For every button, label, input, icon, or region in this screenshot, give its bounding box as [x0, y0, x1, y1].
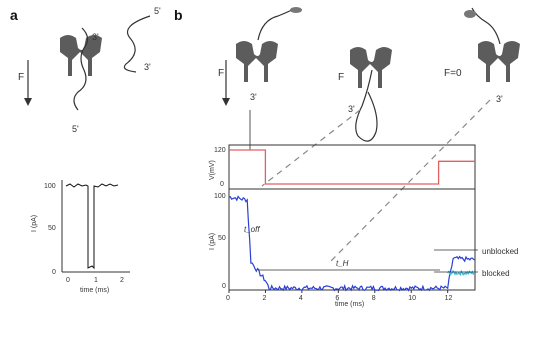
panel-a-ytick-0: 0 — [52, 269, 56, 276]
panel-a-xlabel: time (ms) — [80, 287, 109, 294]
panel-a-xtick-0: 0 — [66, 277, 70, 284]
voltage-plot: V(mV) 120 0 — [209, 144, 476, 190]
thold-annotation: t_H — [336, 259, 349, 268]
current-ytick-0: 0 — [222, 283, 226, 290]
xtick-label: 12 — [445, 295, 453, 302]
xtick-label: 2 — [262, 295, 266, 302]
voltage-ytick-120: 120 — [214, 147, 226, 154]
voltage-trace — [229, 149, 475, 185]
panel-b-pore-states: F 3' F 3' F=0 3' — [218, 7, 520, 263]
state-2-strand — [355, 69, 378, 142]
panel-a-xtick-1: 1 — [94, 277, 98, 284]
force-arrow-head — [24, 98, 32, 106]
current-ylabel: I (pA) — [209, 233, 216, 250]
state-1-bead-icon — [290, 7, 302, 13]
force-label-a: F — [18, 72, 24, 83]
xtick-label: 8 — [372, 295, 376, 302]
state-2-nanopore-icon — [350, 47, 392, 88]
voltage-ytick-0: 0 — [220, 181, 224, 188]
panel-label-b: b — [174, 7, 183, 23]
toff-annotation: t_off — [244, 225, 260, 234]
free-strand-end-2: 3' — [144, 62, 151, 72]
panel-a-ytick-50: 50 — [48, 225, 56, 232]
panel-a-trace: 100 50 0 I (pA) 0 1 2 time (ms) — [31, 180, 130, 294]
xtick-label: 0 — [226, 295, 230, 302]
current-ytick-50: 50 — [218, 235, 226, 242]
xtick-label: 4 — [299, 295, 303, 302]
strand-end-bottom: 5' — [72, 124, 79, 134]
panel-a-ytick-100: 100 — [44, 183, 56, 190]
panel-a-xtick-2: 2 — [120, 277, 124, 284]
state-1-force-arrow-head — [222, 98, 230, 106]
current-plot: I (pA) 100 50 0 0 2 4 6 8 10 12 time (ms) t_H … — [209, 188, 518, 308]
current-trace-recovered — [447, 269, 476, 276]
state-1-force-label: F — [218, 68, 224, 79]
voltage-ylabel: V(mV) — [209, 160, 216, 180]
state-3-strand — [471, 7, 501, 45]
xtick-label: 10 — [408, 295, 416, 302]
state-1-strand-end: 3' — [250, 92, 257, 102]
current-plot-frame — [228, 188, 476, 291]
current-xlabel: time (ms) — [335, 301, 364, 308]
state-3-force-label: F=0 — [444, 68, 462, 79]
state-3-strand-end: 3' — [496, 94, 503, 104]
nanopore-icon — [60, 35, 102, 76]
xtick-label: 6 — [335, 295, 339, 302]
legend-blocked: blocked — [482, 269, 510, 278]
dna-strand — [73, 27, 89, 111]
free-dna-strand — [123, 15, 151, 73]
legend-unblocked: unblocked — [482, 247, 518, 256]
panel-a-pore-schematic: F 3' 5' 5' 3' — [18, 6, 161, 134]
state-2-strand-end: 3' — [348, 104, 355, 114]
dashed-connector-1 — [261, 109, 361, 187]
panel-a-ylabel: I (pA) — [31, 215, 38, 232]
state-1-nanopore-icon — [236, 41, 278, 82]
panel-a-current-trace — [65, 183, 119, 270]
state-3-nanopore-icon — [478, 41, 520, 82]
current-ytick-100: 100 — [214, 193, 226, 200]
state-3-bead-icon — [464, 10, 476, 18]
state-1-strand — [257, 7, 297, 41]
current-trace — [228, 195, 476, 292]
current-xticks: 0 2 4 6 8 10 12 — [226, 290, 453, 302]
dashed-connector-2 — [329, 99, 491, 263]
free-strand-end-1: 5' — [154, 6, 161, 16]
state-2-force-label: F — [338, 72, 344, 83]
pore-state-1: F 3' — [218, 7, 302, 150]
panel-label-a: a — [10, 7, 18, 23]
pore-state-2: F 3' — [338, 47, 392, 142]
strand-end-top: 3' — [92, 32, 99, 42]
pore-state-3: F=0 3' — [444, 7, 520, 104]
